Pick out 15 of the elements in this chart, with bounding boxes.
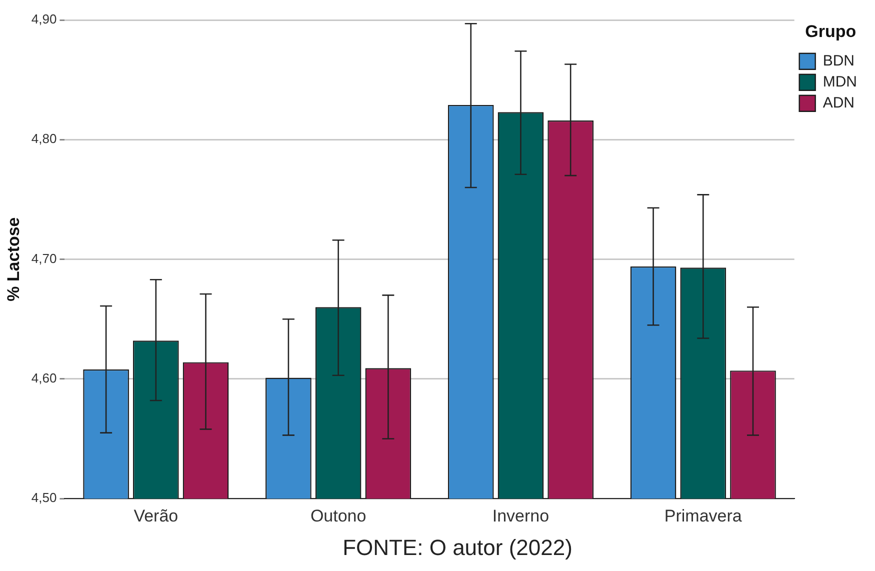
- legend-label: BDN: [822, 52, 855, 70]
- y-tick-label: 4,80: [31, 131, 57, 146]
- legend-label: ADN: [822, 94, 855, 112]
- legend-label: MDN: [822, 74, 858, 91]
- source-note: FONTE: O autor (2022): [342, 535, 574, 561]
- x-tick-label: Verão: [134, 506, 178, 526]
- y-tick-label: 4,70: [31, 250, 57, 266]
- y-tick-label: 4,90: [31, 12, 57, 27]
- x-tick-label: Primavera: [664, 506, 742, 526]
- x-tick-label: Outono: [310, 506, 366, 526]
- y-tick-label: 4,50: [31, 490, 57, 506]
- y-axis-title: % Lactose: [4, 217, 23, 302]
- legend-title: Grupo: [805, 22, 856, 42]
- y-tick-label: 4,60: [31, 370, 57, 386]
- x-tick-label: Inverno: [492, 506, 550, 526]
